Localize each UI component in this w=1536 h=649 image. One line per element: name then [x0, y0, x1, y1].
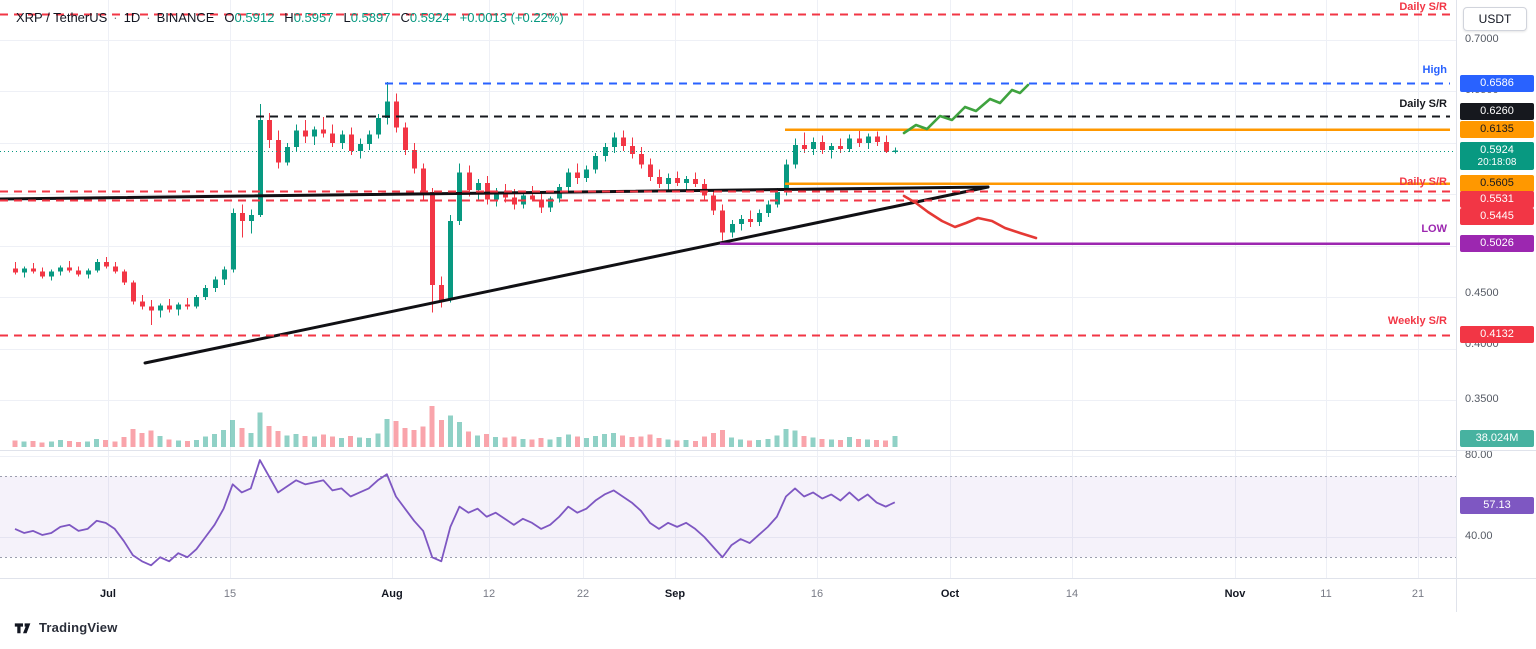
price-badge: 0.6260 — [1460, 102, 1534, 120]
change-value: +0.0013 (+0.22%) — [459, 10, 564, 25]
ohlc-low-value: 0.5897 — [350, 10, 391, 25]
time-tick-label: Aug — [381, 588, 403, 600]
ohlc-open-label: O — [224, 10, 235, 25]
time-tick-label: Oct — [940, 588, 960, 600]
axis-price-label: 0.4500 — [1465, 287, 1499, 299]
tradingview-logo-icon — [14, 623, 31, 634]
legend-separator: · — [146, 10, 151, 25]
ohlc-close-label: C — [400, 10, 410, 25]
price-badge: 0.5924 20:18:08 — [1460, 142, 1534, 170]
time-tick-label: 16 — [810, 588, 824, 600]
chart-plot[interactable] — [0, 0, 1456, 616]
exchange-label[interactable]: BINANCE — [156, 10, 215, 25]
time-tick-label: 22 — [576, 588, 590, 600]
axis-price-label: 80.00 — [1465, 449, 1493, 461]
price-badge: 38.024M — [1460, 429, 1534, 447]
time-tick-label: 11 — [1320, 588, 1332, 600]
price-badge: 0.5531 — [1460, 190, 1534, 208]
symbol-title[interactable]: XRP / TetherUS — [16, 10, 108, 25]
ohlc-open-value: 0.5912 — [234, 10, 275, 25]
price-badge: 57.13 — [1460, 496, 1534, 514]
footer: TradingView — [14, 620, 118, 635]
time-axis[interactable]: Jul 15 Aug 12 22 Sep 16 Oct 14 Nov 11 21 — [0, 578, 1456, 612]
axis-price-label: 0.7000 — [1465, 33, 1499, 45]
chart-canvas[interactable]: XRP / TetherUS · 1D · BINANCE O0.5912 H0… — [0, 0, 1456, 616]
bar-countdown: 20:18:08 — [1477, 156, 1517, 168]
ohlc-high-value: 0.5957 — [293, 10, 334, 25]
time-tick-label: Nov — [1224, 588, 1246, 600]
time-tick-label: Jul — [100, 588, 116, 600]
pane-separator — [0, 578, 1536, 579]
price-badge: 0.5445 — [1460, 207, 1534, 225]
price-axis[interactable]: USDT 0.70000.65000.45000.40000.350080.00… — [1456, 0, 1536, 612]
price-badge: 0.6135 — [1460, 120, 1534, 138]
price-badge: 0.5605 — [1460, 174, 1534, 192]
time-tick-label: Sep — [664, 588, 686, 600]
axis-price-label: 40.00 — [1465, 530, 1493, 542]
symbol-legend: XRP / TetherUS · 1D · BINANCE O0.5912 H0… — [16, 10, 564, 25]
time-tick-label: 12 — [482, 588, 496, 600]
interval-label[interactable]: 1D — [123, 10, 141, 25]
time-tick-label: 14 — [1065, 588, 1079, 600]
price-badge: 0.4132 — [1460, 325, 1534, 343]
legend-separator: · — [113, 10, 118, 25]
tradingview-logo[interactable] — [14, 620, 32, 635]
currency-toggle-button[interactable]: USDT — [1463, 7, 1527, 31]
price-badge: 0.5026 — [1460, 234, 1534, 252]
time-tick-label: 15 — [223, 588, 237, 600]
pane-separator — [0, 450, 1536, 451]
ohlc-high-label: H — [284, 10, 294, 25]
price-badge: 0.6586 — [1460, 74, 1534, 92]
time-tick-label: 21 — [1411, 588, 1425, 600]
axis-price-label: 0.3500 — [1465, 393, 1499, 405]
tradingview-brand-text: TradingView — [39, 620, 118, 635]
ohlc-low-label: L — [343, 10, 351, 25]
ohlc-close-value: 0.5924 — [409, 10, 450, 25]
